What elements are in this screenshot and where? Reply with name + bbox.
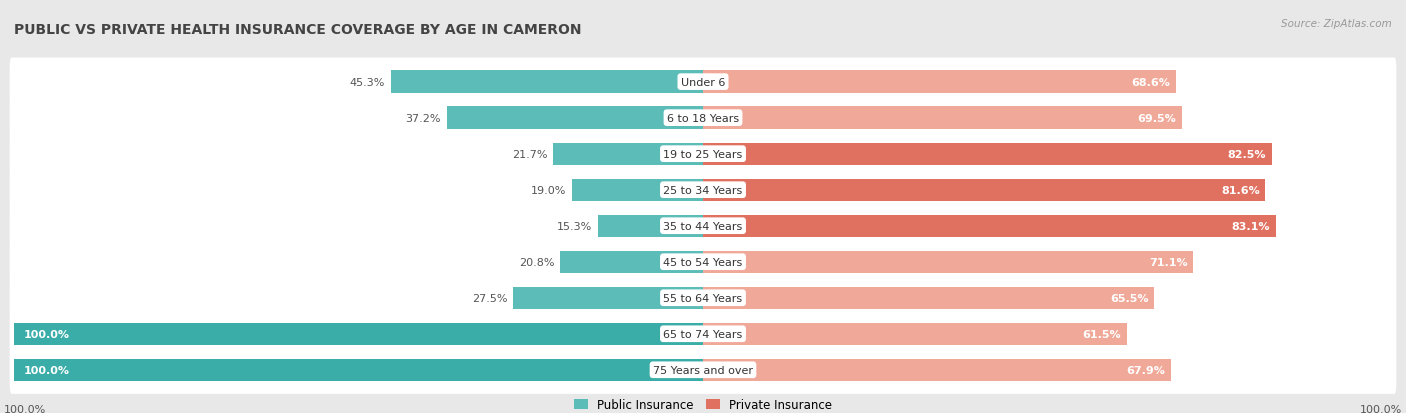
Bar xyxy=(703,215,1275,237)
Text: 69.5%: 69.5% xyxy=(1137,114,1177,123)
Text: 19 to 25 Years: 19 to 25 Years xyxy=(664,150,742,159)
Bar xyxy=(447,107,703,130)
Bar xyxy=(14,359,703,381)
Bar xyxy=(391,71,703,94)
Legend: Public Insurance, Private Insurance: Public Insurance, Private Insurance xyxy=(574,398,832,411)
Text: 35 to 44 Years: 35 to 44 Years xyxy=(664,221,742,231)
Text: 19.0%: 19.0% xyxy=(531,185,567,195)
FancyBboxPatch shape xyxy=(10,130,1396,178)
FancyBboxPatch shape xyxy=(10,310,1396,358)
Bar xyxy=(703,359,1171,381)
Text: 65.5%: 65.5% xyxy=(1111,293,1149,303)
Bar xyxy=(560,251,703,273)
Text: 37.2%: 37.2% xyxy=(405,114,441,123)
Bar xyxy=(703,323,1126,345)
Text: 65 to 74 Years: 65 to 74 Years xyxy=(664,329,742,339)
Text: 100.0%: 100.0% xyxy=(24,329,70,339)
Text: Source: ZipAtlas.com: Source: ZipAtlas.com xyxy=(1281,19,1392,29)
Bar xyxy=(703,251,1194,273)
Text: 45 to 54 Years: 45 to 54 Years xyxy=(664,257,742,267)
Text: 100.0%: 100.0% xyxy=(24,365,70,375)
Bar xyxy=(554,143,703,166)
Text: 100.0%: 100.0% xyxy=(3,404,46,413)
Text: 75 Years and over: 75 Years and over xyxy=(652,365,754,375)
Bar xyxy=(703,143,1271,166)
Text: Under 6: Under 6 xyxy=(681,78,725,88)
Text: 25 to 34 Years: 25 to 34 Years xyxy=(664,185,742,195)
FancyBboxPatch shape xyxy=(10,202,1396,250)
Bar xyxy=(703,107,1182,130)
Text: 82.5%: 82.5% xyxy=(1227,150,1265,159)
Text: 55 to 64 Years: 55 to 64 Years xyxy=(664,293,742,303)
FancyBboxPatch shape xyxy=(10,94,1396,142)
FancyBboxPatch shape xyxy=(10,58,1396,107)
Text: 67.9%: 67.9% xyxy=(1126,365,1166,375)
FancyBboxPatch shape xyxy=(10,274,1396,322)
FancyBboxPatch shape xyxy=(10,346,1396,394)
Text: 83.1%: 83.1% xyxy=(1232,221,1270,231)
Bar xyxy=(703,287,1154,309)
Bar xyxy=(572,179,703,202)
Text: PUBLIC VS PRIVATE HEALTH INSURANCE COVERAGE BY AGE IN CAMERON: PUBLIC VS PRIVATE HEALTH INSURANCE COVER… xyxy=(14,23,582,36)
Bar xyxy=(513,287,703,309)
Text: 61.5%: 61.5% xyxy=(1083,329,1122,339)
Text: 15.3%: 15.3% xyxy=(557,221,592,231)
Bar xyxy=(703,71,1175,94)
Text: 100.0%: 100.0% xyxy=(1360,404,1403,413)
Bar xyxy=(14,323,703,345)
Text: 21.7%: 21.7% xyxy=(512,150,548,159)
Text: 81.6%: 81.6% xyxy=(1222,185,1260,195)
FancyBboxPatch shape xyxy=(10,238,1396,286)
Text: 27.5%: 27.5% xyxy=(472,293,508,303)
Text: 20.8%: 20.8% xyxy=(519,257,554,267)
Text: 71.1%: 71.1% xyxy=(1149,257,1188,267)
Text: 45.3%: 45.3% xyxy=(350,78,385,88)
Bar xyxy=(598,215,703,237)
Text: 68.6%: 68.6% xyxy=(1132,78,1170,88)
FancyBboxPatch shape xyxy=(10,166,1396,214)
Text: 6 to 18 Years: 6 to 18 Years xyxy=(666,114,740,123)
Bar xyxy=(703,179,1265,202)
